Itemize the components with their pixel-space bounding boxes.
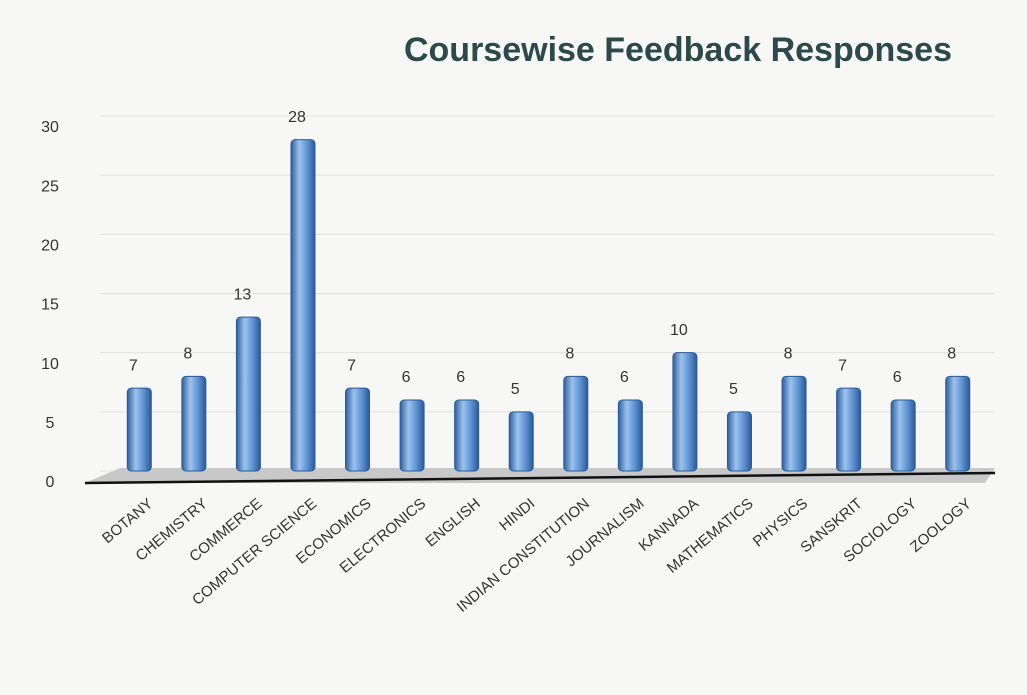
- data-label: 6: [456, 369, 465, 386]
- bar: [836, 387, 862, 472]
- data-label: 5: [511, 381, 520, 398]
- y-tick-label: 20: [41, 238, 59, 255]
- bar: [126, 387, 152, 472]
- data-label: 8: [565, 346, 574, 363]
- data-label: 5: [729, 381, 738, 398]
- bar: [563, 375, 589, 472]
- bar: [945, 375, 971, 472]
- bar: [454, 399, 480, 472]
- data-label: 6: [402, 369, 411, 386]
- data-label: 13: [234, 286, 252, 303]
- bar: [890, 399, 916, 472]
- data-label: 7: [129, 357, 138, 374]
- bar: [781, 375, 807, 472]
- y-tick-label: 5: [46, 415, 55, 432]
- data-label: 28: [288, 109, 306, 126]
- bar: [181, 375, 207, 472]
- data-label: 8: [784, 346, 793, 363]
- y-tick-label: 30: [41, 119, 59, 136]
- data-label: 8: [183, 346, 192, 363]
- chart-title: Coursewise Feedback Responses: [404, 31, 952, 69]
- y-tick-label: 0: [46, 474, 55, 491]
- bar: [672, 352, 698, 472]
- data-label: 6: [893, 369, 902, 386]
- bar: [726, 411, 752, 472]
- x-axis: [84, 471, 996, 485]
- data-label: 10: [670, 322, 688, 339]
- data-label: 7: [347, 357, 356, 374]
- bar: [235, 316, 261, 472]
- y-tick-label: 25: [41, 178, 59, 195]
- y-tick-label: 10: [41, 356, 59, 373]
- bar: [345, 387, 371, 472]
- data-label: 6: [620, 369, 629, 386]
- bar: [617, 399, 643, 472]
- data-label: 8: [947, 346, 956, 363]
- y-tick-label: 15: [41, 297, 59, 314]
- data-label: 7: [838, 357, 847, 374]
- bar: [508, 411, 534, 472]
- bar: [399, 399, 425, 472]
- bar: [290, 139, 316, 472]
